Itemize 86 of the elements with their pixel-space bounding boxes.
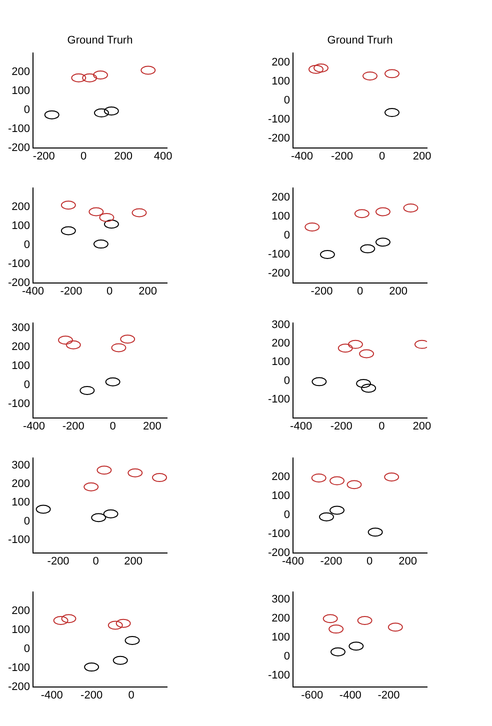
x-tick-label: 0	[356, 286, 364, 298]
y-tick-label: 100	[12, 360, 30, 372]
y-tick-label: 0	[284, 509, 290, 522]
x-tick-label: 200	[114, 150, 133, 163]
y-tick-label: -100	[8, 662, 30, 674]
x-tick-label: 200	[138, 286, 158, 298]
y-tick-label: 300	[272, 318, 290, 331]
y-tick-label: 100	[12, 85, 30, 98]
y-tick-label: 200	[272, 192, 290, 204]
y-tick-label: 0	[284, 650, 290, 663]
x-tick-label: -400	[339, 690, 362, 702]
chart-title: Ground Trurh	[67, 34, 133, 47]
y-tick-label: 100	[272, 632, 290, 644]
y-tick-label: -200	[268, 268, 290, 280]
x-tick-label: 0	[92, 556, 99, 568]
x-tick-label: -200	[62, 420, 84, 433]
y-tick-label: -100	[8, 534, 30, 546]
x-tick-label: 200	[412, 420, 432, 433]
y-tick-label: -200	[8, 681, 30, 694]
y-tick-label: -100	[268, 670, 290, 682]
x-tick-label: 200	[389, 286, 408, 298]
y-tick-label: 100	[272, 490, 290, 502]
y-tick-label: 100	[272, 356, 290, 368]
x-tick-label: 0	[378, 150, 386, 163]
y-tick-label: -100	[268, 114, 290, 126]
x-tick-label: -400	[40, 690, 63, 702]
x-tick-label: -200	[80, 690, 103, 702]
y-tick-label: 100	[12, 220, 30, 232]
y-tick-label: 0	[24, 515, 30, 528]
x-tick-label: -200	[310, 286, 333, 298]
y-tick-label: 300	[272, 594, 290, 606]
y-tick-label: 0	[24, 378, 30, 391]
y-tick-label: -100	[8, 123, 30, 136]
y-tick-label: 200	[12, 340, 30, 353]
x-tick-label: -400	[282, 556, 304, 568]
x-tick-label: -400	[290, 420, 312, 433]
x-tick-label: 200	[412, 150, 432, 163]
x-tick-label: -400	[22, 420, 45, 433]
y-tick-label: -100	[268, 528, 290, 540]
y-tick-label: -200	[268, 132, 290, 145]
x-tick-label: -600	[301, 690, 324, 702]
chart-title: Ground Trurh	[327, 34, 393, 47]
x-tick-label: -200	[60, 286, 82, 298]
y-tick-label: 0	[24, 643, 30, 656]
y-tick-label: 200	[12, 201, 30, 214]
x-tick-label: 200	[143, 420, 162, 433]
y-tick-label: 200	[272, 338, 290, 350]
x-tick-label: 200	[398, 556, 418, 568]
y-tick-label: 200	[12, 66, 30, 78]
y-tick-label: 200	[12, 605, 30, 618]
y-tick-label: -100	[8, 258, 30, 270]
y-tick-label: 0	[284, 374, 290, 387]
y-tick-label: 100	[272, 210, 290, 223]
x-tick-label: 0	[366, 556, 373, 568]
x-tick-label: -200	[330, 150, 354, 163]
y-tick-label: -100	[8, 398, 30, 410]
x-tick-label: -200	[32, 150, 55, 163]
x-tick-label: -400	[22, 286, 44, 298]
x-tick-label: 0	[110, 420, 116, 433]
y-tick-label: 100	[12, 624, 30, 636]
y-tick-label: -100	[268, 393, 290, 406]
y-tick-label: 200	[12, 478, 30, 490]
x-tick-label: -200	[47, 556, 70, 568]
x-tick-label: 400	[154, 150, 172, 163]
x-tick-label: -200	[378, 690, 400, 702]
y-tick-label: 200	[272, 471, 290, 484]
x-tick-label: 200	[124, 556, 142, 568]
x-tick-label: 0	[106, 286, 113, 298]
y-tick-label: 300	[12, 322, 30, 334]
x-tick-label: 0	[128, 690, 134, 702]
x-tick-label: 0	[378, 420, 385, 433]
y-tick-label: 0	[24, 239, 30, 252]
y-tick-label: 100	[12, 496, 30, 509]
y-tick-label: 200	[272, 56, 290, 69]
y-tick-label: 200	[272, 612, 290, 625]
x-tick-label: -400	[290, 150, 314, 163]
x-tick-label: 0	[80, 150, 87, 163]
y-tick-label: 0	[284, 230, 290, 242]
x-tick-label: -200	[330, 420, 352, 433]
y-tick-label: 0	[284, 94, 290, 107]
y-tick-label: 300	[12, 459, 30, 472]
x-tick-label: -200	[320, 556, 342, 568]
y-tick-label: -100	[268, 248, 290, 261]
y-tick-label: 0	[24, 104, 30, 116]
y-tick-label: -200	[8, 142, 30, 154]
y-tick-label: 100	[272, 76, 290, 88]
